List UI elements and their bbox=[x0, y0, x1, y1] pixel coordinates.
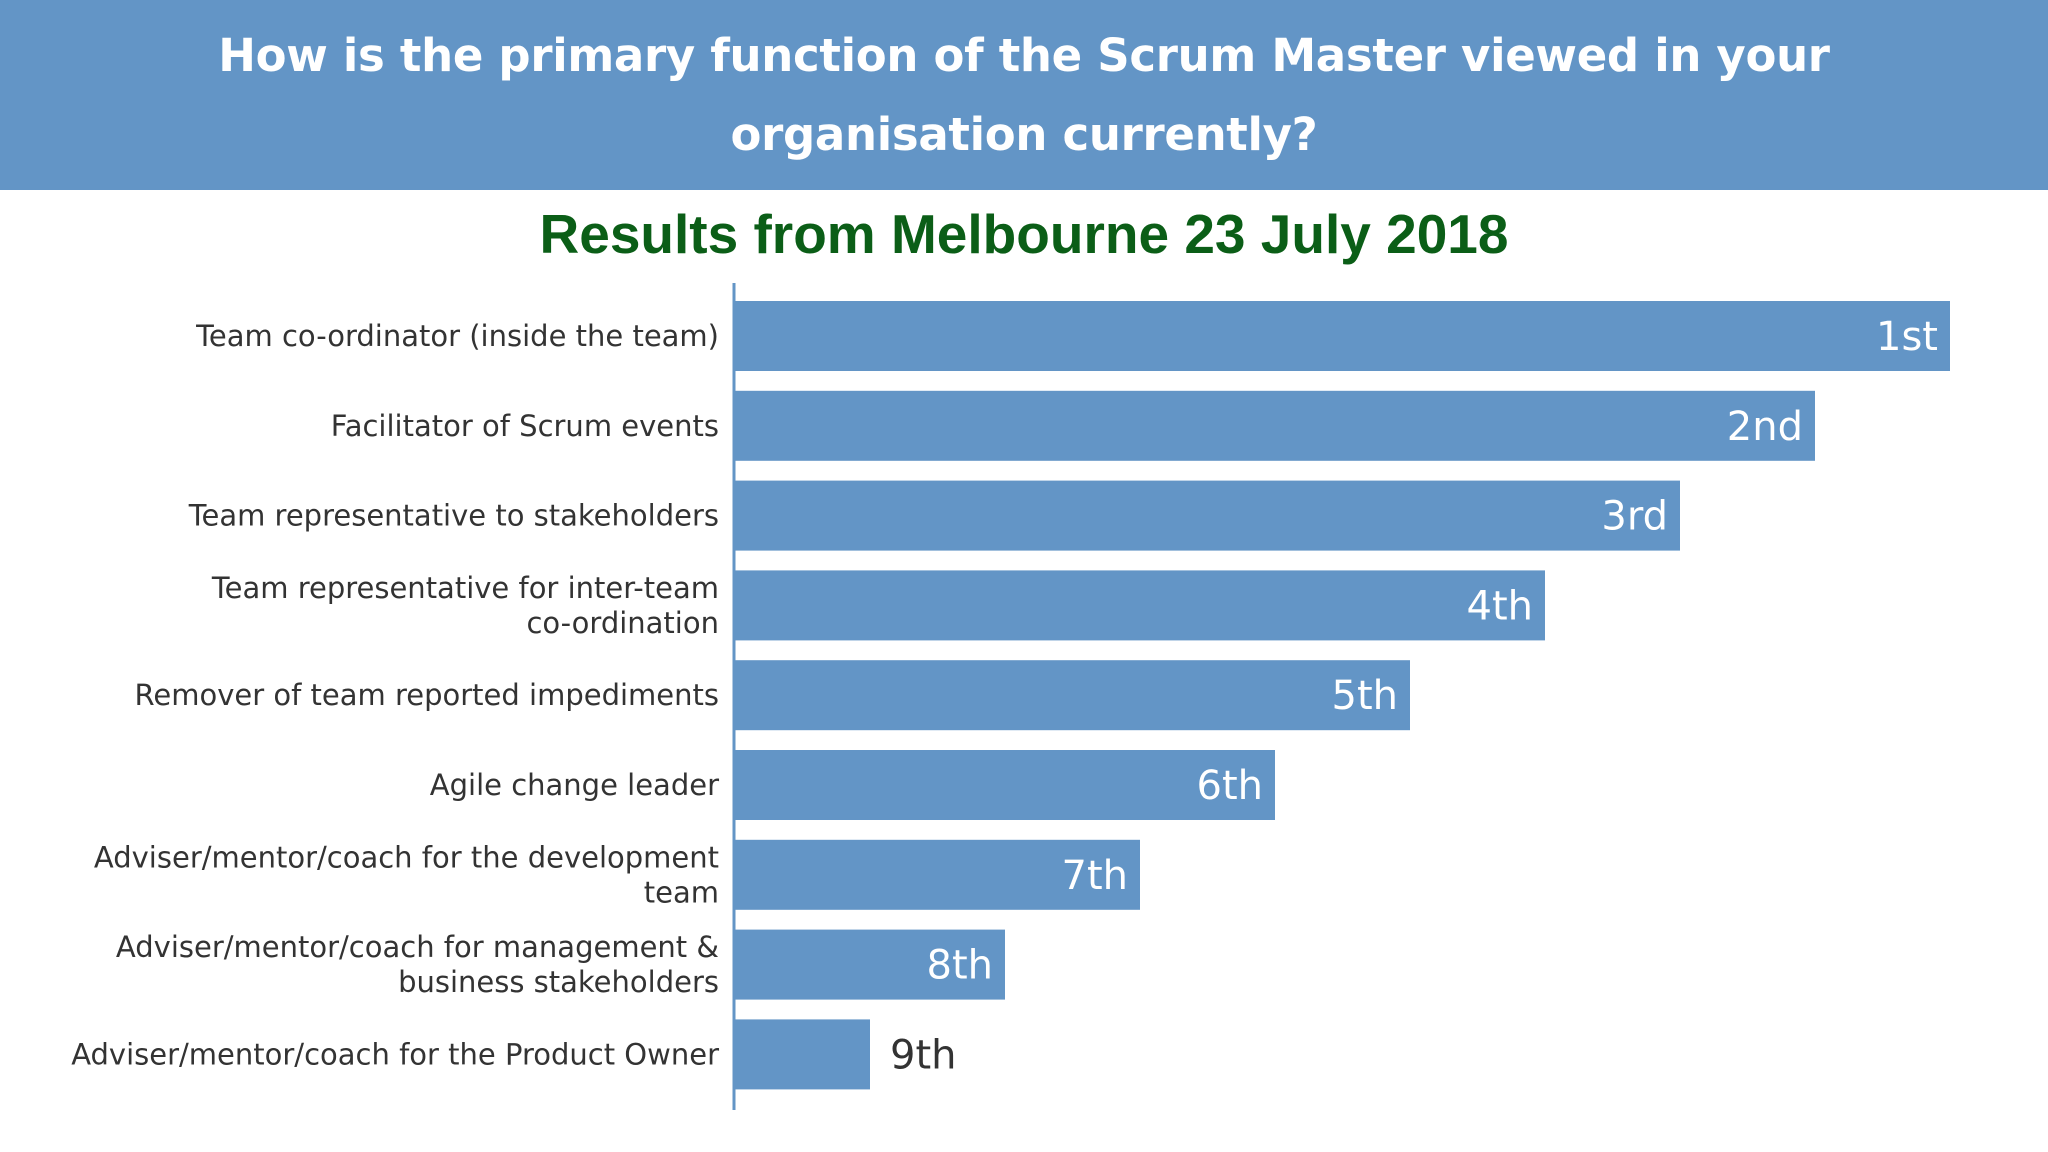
category-label-line: Facilitator of Scrum events bbox=[331, 409, 719, 443]
bar-data-label-5: 5th bbox=[1332, 673, 1398, 719]
category-labels-layer: Team co-ordinator (inside the team) Facil… bbox=[71, 319, 719, 1071]
category-label-line: team bbox=[644, 875, 719, 909]
bar-8 bbox=[735, 929, 1005, 1000]
bar-1 bbox=[735, 301, 1950, 371]
bar-3 bbox=[735, 480, 1680, 551]
bar-6 bbox=[735, 750, 1275, 820]
bar-data-label-3: 3rd bbox=[1601, 494, 1668, 540]
category-label-line: Team co-ordinator (inside the team) bbox=[195, 319, 719, 353]
category-label-line: Team representative to stakeholders bbox=[188, 499, 719, 533]
category-label-8: Adviser/mentor/coach for management & bus… bbox=[116, 930, 719, 999]
category-label-line: Agile change leader bbox=[430, 768, 719, 802]
category-label-line: co-ordination bbox=[526, 606, 719, 640]
bar-4 bbox=[735, 570, 1545, 641]
page-title: How is the primary function of the Scrum… bbox=[218, 29, 1830, 161]
header-banner: How is the primary function of the Scrum… bbox=[0, 0, 2048, 190]
bar-data-label-8: 8th bbox=[927, 943, 993, 989]
category-label-line: Remover of team reported impediments bbox=[135, 678, 719, 712]
category-label-7: Adviser/mentor/coach for the development… bbox=[94, 840, 719, 909]
bars-layer: 1st 2nd 3rd 4th 5th 6th 7th 8th 9th bbox=[735, 301, 1950, 1090]
category-label-1: Team co-ordinator (inside the team) bbox=[195, 319, 719, 353]
bar-5 bbox=[735, 660, 1410, 731]
bar-data-label-1: 1st bbox=[1876, 314, 1938, 360]
bar-7 bbox=[735, 839, 1140, 910]
bar-data-label-7: 7th bbox=[1062, 853, 1128, 899]
category-label-line: Adviser/mentor/coach for management & bbox=[116, 930, 719, 964]
category-label-line: business stakeholders bbox=[398, 965, 719, 999]
category-label-line: Team representative for inter-team bbox=[211, 571, 719, 605]
category-label-line: Adviser/mentor/coach for the Product Own… bbox=[71, 1037, 719, 1071]
bar-data-label-2: 2nd bbox=[1727, 404, 1803, 450]
bar-data-label-9: 9th bbox=[890, 1032, 956, 1078]
chart-subtitle: Results from Melbourne 23 July 2018 bbox=[539, 203, 1509, 265]
bar-2 bbox=[735, 390, 1815, 461]
bar-data-label-6: 6th bbox=[1197, 763, 1263, 809]
category-label-9: Adviser/mentor/coach for the Product Own… bbox=[71, 1037, 719, 1071]
category-label-3: Team representative to stakeholders bbox=[188, 499, 719, 533]
category-label-2: Facilitator of Scrum events bbox=[331, 409, 719, 443]
category-label-4: Team representative for inter-team co-ord… bbox=[211, 571, 719, 640]
category-label-line: Adviser/mentor/coach for the development bbox=[94, 840, 719, 874]
category-label-6: Agile change leader bbox=[430, 768, 719, 802]
bar-9 bbox=[735, 1019, 870, 1090]
bar-data-label-4: 4th bbox=[1467, 583, 1533, 629]
category-label-5: Remover of team reported impediments bbox=[135, 678, 719, 712]
